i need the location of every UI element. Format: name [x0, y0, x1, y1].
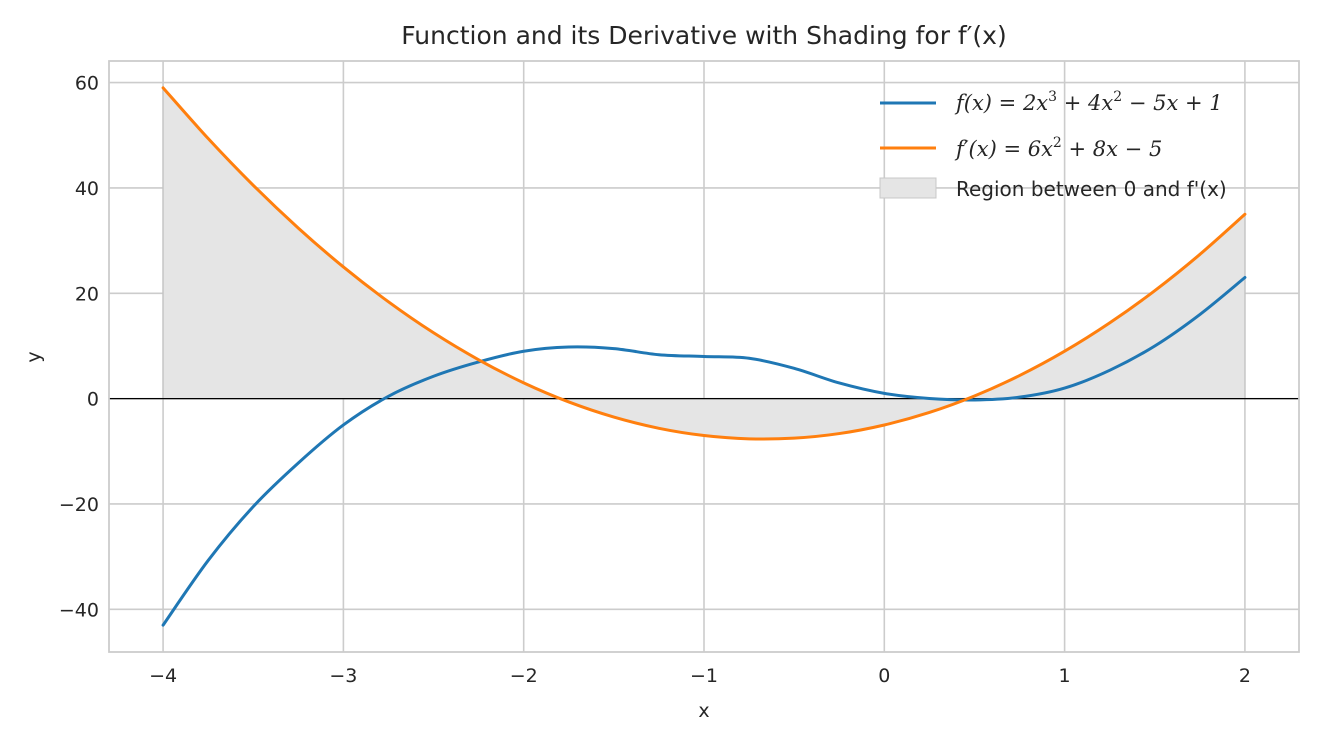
legend: f(x) = 2x3 + 4x2 − 5x + 1 f′(x) = 6x2 + …	[879, 89, 1227, 201]
y-tick-label: 20	[75, 283, 99, 305]
y-tick-label: −40	[59, 599, 99, 621]
chart-title: Function and its Derivative with Shading…	[401, 21, 1006, 50]
legend-label-f: f(x) = 2x3 + 4x2 − 5x + 1	[954, 89, 1223, 115]
x-tick-label: −1	[690, 665, 718, 687]
x-tick-label: −4	[149, 665, 177, 687]
y-tick-label: −20	[59, 494, 99, 516]
y-tick-label: 40	[75, 178, 99, 200]
plot-frame	[108, 60, 1300, 653]
y-tick-label: 0	[87, 389, 99, 411]
x-tick-label: 0	[878, 665, 890, 687]
series-line-derivative	[161, 86, 1247, 441]
y-tick-labels: −40 −20 0 20 40 60	[59, 73, 99, 622]
legend-swatch-region	[879, 177, 937, 199]
legend-label-region: Region between 0 and f'(x)	[956, 177, 1227, 201]
x-axis-label: x	[698, 700, 709, 722]
series-line-f	[161, 275, 1247, 627]
x-tick-label: −2	[510, 665, 538, 687]
x-tick-label: 1	[1059, 665, 1071, 687]
legend-label-derivative: f′(x) = 6x2 + 8x − 5	[954, 135, 1162, 161]
x-tick-labels: −4 −3 −2 −1 0 1 2	[149, 665, 1251, 687]
y-axis-label: y	[23, 351, 45, 362]
x-tick-label: −3	[329, 665, 357, 687]
x-tick-label: 2	[1239, 665, 1251, 687]
y-tick-label: 60	[75, 73, 99, 95]
